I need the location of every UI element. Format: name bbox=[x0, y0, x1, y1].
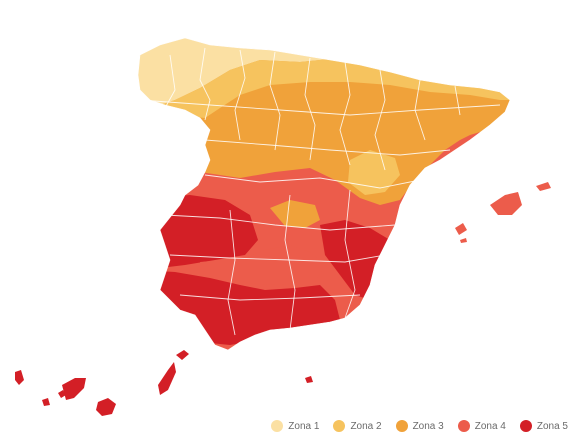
mainland-spain bbox=[138, 38, 510, 350]
zona-3-patch bbox=[270, 200, 320, 228]
zona-4-strip bbox=[200, 245, 325, 285]
zona-2-patch bbox=[348, 150, 400, 195]
menorca bbox=[536, 182, 551, 191]
legend-swatch bbox=[519, 420, 532, 432]
legend-item-zona-1: Zona 1 bbox=[271, 420, 319, 432]
gran-canaria bbox=[96, 398, 116, 416]
legend-label: Zona 4 bbox=[474, 420, 506, 432]
el-hierro bbox=[42, 398, 50, 406]
legend-swatch bbox=[395, 420, 408, 432]
la-palma bbox=[15, 370, 24, 385]
legend-item-zona-5: Zona 5 bbox=[519, 420, 568, 432]
legend: Zona 1 Zona 2 Zona 3 Zona 4 Zona 5 bbox=[271, 420, 568, 432]
legend-label: Zona 3 bbox=[412, 420, 444, 432]
canary-islands bbox=[15, 350, 189, 416]
legend-swatch bbox=[457, 420, 470, 432]
legend-swatch bbox=[333, 420, 346, 432]
legend-label: Zona 5 bbox=[536, 420, 568, 432]
province-borders bbox=[139, 47, 501, 336]
formentera bbox=[460, 238, 467, 243]
tenerife bbox=[62, 378, 86, 400]
legend-label: Zona 2 bbox=[350, 420, 382, 432]
legend-item-zona-3: Zona 3 bbox=[395, 420, 444, 432]
mallorca bbox=[490, 192, 522, 215]
lanzarote bbox=[176, 350, 189, 360]
balearic-islands bbox=[455, 182, 551, 243]
melilla bbox=[305, 376, 313, 383]
ibiza bbox=[455, 223, 467, 235]
legend-item-zona-4: Zona 4 bbox=[457, 420, 506, 432]
zona-2-region bbox=[145, 58, 510, 118]
mainland-outline bbox=[137, 37, 511, 351]
legend-swatch bbox=[271, 420, 284, 432]
legend-label: Zona 1 bbox=[288, 420, 320, 432]
fuerteventura bbox=[158, 362, 176, 395]
legend-item-zona-2: Zona 2 bbox=[333, 420, 382, 432]
